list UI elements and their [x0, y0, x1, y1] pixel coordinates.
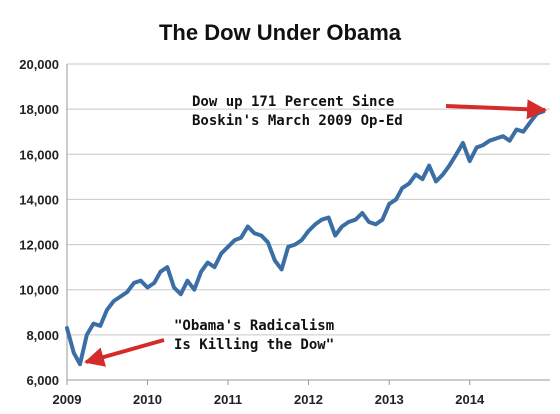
dow-data-point: [206, 261, 210, 265]
dow-data-point: [293, 243, 297, 247]
dow-data-point: [387, 202, 391, 206]
x-tick-label: 2009: [53, 392, 82, 407]
chart-title: The Dow Under Obama: [159, 20, 402, 45]
dow-data-point: [85, 333, 89, 337]
dow-data-point: [300, 238, 304, 242]
y-tick-label: 18,000: [19, 102, 59, 117]
y-tick-label: 8,000: [26, 328, 59, 343]
annotation-arrow-down: [84, 338, 165, 367]
dow-data-point: [528, 121, 532, 125]
dow-data-point: [340, 224, 344, 229]
dow-data-point: [380, 218, 384, 222]
y-tick-label: 6,000: [26, 373, 59, 388]
dow-data-point: [400, 186, 404, 190]
dow-data-point: [306, 229, 311, 233]
dow-data-point: [239, 236, 243, 240]
dow-data-point: [78, 362, 82, 366]
dow-data-point: [219, 252, 223, 256]
x-tick-label: 2013: [375, 392, 404, 407]
dow-data-point: [514, 127, 519, 132]
dow-data-point: [259, 233, 263, 238]
dow-data-point: [152, 281, 156, 285]
dow-data-point: [119, 294, 123, 299]
dow-data-point: [145, 285, 150, 290]
dow-data-point: [488, 139, 492, 143]
dow-data-point: [313, 222, 317, 226]
dow-data-point: [212, 265, 217, 269]
dow-data-point: [481, 143, 485, 147]
annotation-top-line: Dow up 171 Percent Since: [192, 94, 394, 110]
dow-data-point: [360, 211, 364, 215]
dow-data-point: [226, 245, 230, 249]
dow-data-point: [112, 299, 116, 303]
dow-data-point: [535, 112, 539, 116]
dow-data-point: [105, 308, 109, 312]
dow-data-point: [434, 179, 438, 183]
dow-data-point: [139, 279, 143, 283]
x-tick-label: 2011: [214, 392, 242, 407]
axis-layer: 6,000 8,000 10,000 12,000 14,000 16,000 18,000…: [19, 57, 550, 407]
dow-data-point: [447, 164, 451, 168]
dow-data-point: [91, 322, 96, 326]
dow-data-point: [252, 231, 257, 235]
dow-data-point: [427, 164, 431, 168]
dow-data-point: [233, 238, 237, 242]
annotation-layer: Dow up 171 Percent Since Boskin's March 2…: [84, 94, 547, 367]
dow-data-point: [273, 258, 277, 262]
dow-data-point: [199, 270, 203, 274]
x-tick-label: 2012: [294, 392, 323, 407]
dow-data-point: [420, 177, 425, 181]
y-tick-label: 16,000: [19, 147, 59, 162]
dow-data-point: [65, 326, 69, 330]
y-tick-label: 10,000: [19, 283, 59, 298]
dow-data-point: [327, 215, 331, 220]
dow-data-point: [441, 173, 445, 177]
dow-data-point: [501, 134, 505, 138]
dow-data-point: [475, 145, 479, 150]
dow-data-point: [266, 240, 270, 244]
grid-layer: [67, 63, 550, 336]
dow-data-point: [158, 270, 163, 274]
y-tick-label: 20,000: [19, 57, 59, 72]
annotation-bottom-line: Is Killing the Dow": [174, 337, 334, 353]
series-layer: [65, 109, 546, 367]
dow-data-point: [454, 152, 458, 156]
dow-data-point: [179, 292, 183, 296]
dow-data-point: [468, 159, 472, 163]
dow-data-point: [347, 220, 351, 224]
dow-data-point: [320, 218, 324, 222]
dow-data-point: [333, 233, 337, 238]
annotation-arrow-up: [445, 99, 547, 120]
dow-data-point: [172, 285, 176, 290]
dow-data-point: [246, 224, 250, 229]
dow-data-point: [98, 324, 102, 328]
annotation-top-line: Boskin's March 2009 Op-Ed: [192, 113, 403, 129]
x-tick-label: 2014: [455, 392, 485, 407]
dow-data-point: [280, 267, 284, 271]
dow-data-point: [508, 139, 512, 143]
dow-data-point: [286, 245, 290, 249]
dow-data-point: [407, 182, 411, 186]
dow-data-point: [394, 197, 398, 201]
dow-data-point: [374, 222, 378, 226]
dow-data-point: [185, 279, 189, 283]
dow-data-point: [521, 130, 525, 134]
dow-data-point: [165, 265, 169, 269]
dow-data-point: [72, 351, 76, 355]
dow-data-point: [353, 218, 358, 222]
y-tick-label: 12,000: [19, 238, 59, 253]
dow-data-point: [132, 281, 136, 285]
annotation-bottom-line: "Obama's Radicalism: [174, 318, 334, 334]
dow-data-point: [414, 173, 418, 177]
dow-data-point: [192, 288, 196, 292]
dow-data-point: [494, 136, 498, 141]
y-tick-label: 14,000: [19, 192, 59, 207]
x-tick-label: 2010: [133, 392, 162, 407]
dow-data-point: [367, 220, 371, 224]
dow-series-line: [65, 109, 546, 367]
dow-data-point: [125, 290, 129, 294]
dow-data-point: [461, 141, 465, 145]
